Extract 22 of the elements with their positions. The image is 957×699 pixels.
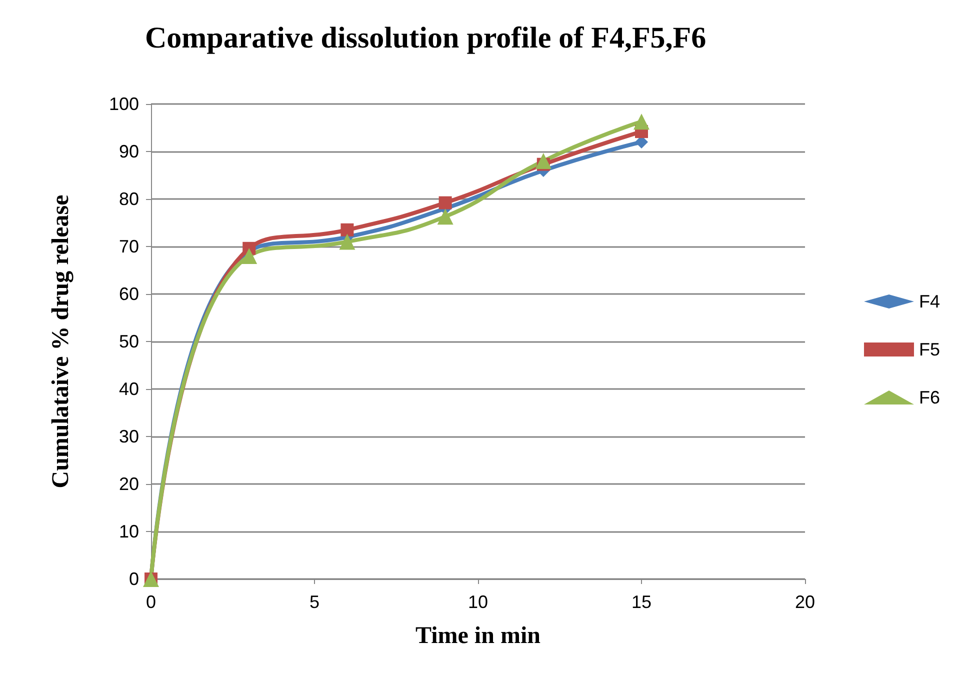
y-tick-label: 50	[118, 332, 139, 352]
legend-label: F5	[918, 340, 940, 360]
x-tick-label: 10	[468, 592, 488, 612]
y-tick-label: 0	[128, 569, 139, 589]
x-tick-label: 5	[309, 592, 320, 612]
y-tick-label: 10	[118, 522, 139, 542]
y-tick-label: 100	[108, 94, 139, 114]
y-tick-label: 70	[118, 236, 139, 256]
y-tick-label: 90	[118, 142, 139, 162]
y-tick-label: 40	[118, 379, 139, 399]
chart-title: Comparative dissolution profile of F4,F5,F6	[145, 22, 706, 54]
y-axis-title: Cumulataive % drug release	[48, 194, 74, 488]
y-tick-label: 60	[118, 284, 139, 304]
legend-label: F4	[918, 292, 940, 312]
y-tick-label: 80	[118, 189, 139, 209]
x-tick-label: 20	[794, 592, 816, 612]
y-tick-label: 30	[118, 426, 139, 446]
x-tick-label: 15	[631, 592, 652, 612]
legend-label: F6	[918, 388, 940, 408]
x-tick-label: 0	[146, 592, 156, 612]
y-tick-label: 20	[118, 474, 139, 494]
x-axis-title: Time in min	[416, 623, 540, 649]
